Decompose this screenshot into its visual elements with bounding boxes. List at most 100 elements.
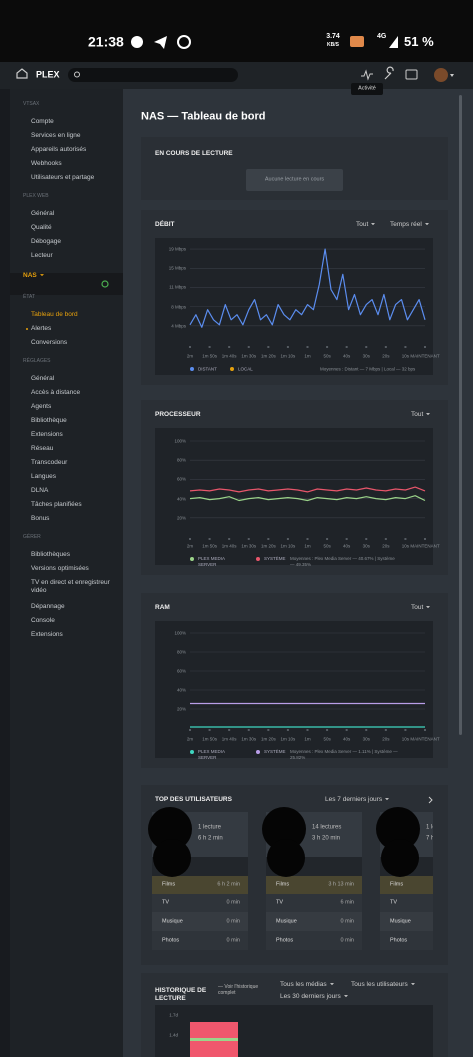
- x-tick: [384, 729, 387, 731]
- nav-item[interactable]: Transcodeur: [31, 459, 68, 467]
- x-tick-label: 40s: [343, 353, 351, 359]
- x-tick: [424, 538, 426, 540]
- net-speed-unit: KB/S: [327, 42, 339, 48]
- server-name[interactable]: NAS: [23, 272, 44, 280]
- x-tick-label: MAINTENANT: [410, 543, 440, 549]
- home-icon[interactable]: [16, 68, 28, 79]
- nav-item[interactable]: Débogage: [31, 238, 61, 246]
- media-type: Photos: [162, 937, 180, 944]
- x-tick-label: 1m 30s: [241, 736, 257, 742]
- chart-filter[interactable]: Tout: [411, 411, 430, 419]
- x-tick-label: 1m 50s: [202, 353, 217, 359]
- chart-footnote: Moyennes : Plex Media Server — 40.67% | …: [290, 556, 395, 567]
- x-tick-label: 40s: [343, 736, 351, 742]
- chart-filter[interactable]: Tout: [411, 604, 430, 612]
- x-tick: [404, 729, 407, 731]
- activity-icon[interactable]: [361, 69, 373, 81]
- chart-filter[interactable]: Temps réel: [390, 221, 429, 229]
- nav-item[interactable]: Tâches planifiées: [31, 501, 82, 509]
- nav-item[interactable]: Appareils autorisés: [31, 146, 87, 154]
- nav-item[interactable]: Bibliothèques: [31, 551, 71, 559]
- x-tick-label: 10s: [401, 353, 410, 359]
- section-title: ÉTAT: [23, 294, 36, 300]
- x-tick: [228, 346, 231, 348]
- x-tick-label: 30s: [362, 543, 370, 549]
- nav-item[interactable]: Alertes: [31, 325, 52, 333]
- nav-item[interactable]: Conversions: [31, 339, 68, 347]
- nav-item[interactable]: Agents: [31, 403, 52, 411]
- next-arrow[interactable]: [428, 796, 433, 804]
- nav-item[interactable]: Extensions: [31, 431, 63, 439]
- nav-item[interactable]: Dépannage: [31, 603, 65, 611]
- history-link[interactable]: — Voir l'historique complet: [218, 984, 259, 996]
- card-title: HISTORIQUE DE LECTURE: [155, 987, 207, 1002]
- nav-item[interactable]: Versions optimisées: [31, 565, 89, 573]
- avatar-blur: [153, 839, 191, 877]
- history-filter[interactable]: Tous les utilisateurs: [351, 981, 415, 989]
- nav-item[interactable]: Console: [31, 617, 55, 625]
- chart-filter[interactable]: Tout: [356, 221, 375, 229]
- x-tick: [286, 729, 289, 731]
- media-type: Musique: [390, 918, 411, 925]
- section-title: VTSAX: [23, 101, 40, 107]
- nav-item[interactable]: Langues: [31, 473, 56, 481]
- x-tick-label: 20s: [382, 543, 390, 549]
- user-row: [380, 876, 433, 894]
- nav-item[interactable]: Utilisateurs et partage: [31, 174, 95, 182]
- search-box[interactable]: [68, 68, 238, 82]
- x-tick: [345, 729, 348, 731]
- logo[interactable]: PLEX: [36, 69, 60, 80]
- legend-dot: [190, 750, 194, 754]
- media-duration: 3 h 13 min: [328, 881, 354, 888]
- play-count: 1 lecture: [426, 824, 433, 831]
- media-duration: 0 min: [340, 918, 354, 925]
- x-tick-label: 1m 30s: [241, 543, 257, 549]
- empty-box: [246, 169, 343, 191]
- section-title: GÉRER: [23, 534, 41, 540]
- x-tick-label: 50s: [323, 543, 331, 549]
- y-tick-label: 20%: [176, 706, 186, 712]
- nav-item[interactable]: Extensions: [31, 631, 63, 639]
- history-filter[interactable]: Les 30 derniers jours: [280, 993, 348, 1001]
- nav-item[interactable]: Lecteur: [31, 252, 53, 260]
- nav-item[interactable]: Bonus: [31, 515, 50, 523]
- x-tick: [384, 346, 387, 348]
- x-tick-label: 1m 50s: [202, 543, 217, 549]
- nav-item[interactable]: Accès à distance: [31, 389, 81, 397]
- nav-item[interactable]: Qualité: [31, 224, 52, 232]
- nav-item[interactable]: Réseau: [31, 445, 54, 453]
- section-title: PLEX WEB: [23, 193, 49, 199]
- x-tick-label: 20s: [382, 353, 390, 359]
- x-tick-label: 1m 20s: [260, 543, 276, 549]
- nav-item[interactable]: Tableau de bord: [31, 311, 78, 319]
- history-filter[interactable]: Tous les médias: [280, 981, 334, 989]
- nav-item[interactable]: Général: [31, 210, 55, 218]
- x-tick: [267, 729, 270, 731]
- nav-item[interactable]: Général: [31, 375, 55, 383]
- nav-item[interactable]: Webhooks: [31, 160, 62, 168]
- media-type: TV: [162, 899, 170, 906]
- messenger-icon: [131, 36, 143, 48]
- avatar[interactable]: [434, 68, 448, 82]
- nav-item[interactable]: Services en ligne: [31, 132, 81, 140]
- nav-item[interactable]: Compte: [31, 118, 54, 126]
- y-tick-label: 80%: [176, 649, 186, 655]
- x-tick-label: 30s: [362, 736, 370, 742]
- period-filter[interactable]: Les 7 derniers jours: [325, 796, 389, 804]
- y-tick-label: 40%: [176, 687, 186, 693]
- x-tick-label: 2m: [186, 353, 194, 359]
- settings-icon[interactable]: [384, 66, 394, 80]
- x-tick: [404, 538, 407, 540]
- y-tick-label: 11 Mbps: [169, 284, 186, 290]
- cast-icon[interactable]: [405, 69, 418, 80]
- legend-label: PLEX MEDIA SERVER: [198, 556, 225, 567]
- x-tick-label: 1m 50s: [202, 736, 217, 742]
- nav-item[interactable]: DLNA: [31, 487, 49, 495]
- media-duration: 0 min: [340, 937, 354, 944]
- x-tick-label: 1m 40s: [221, 736, 237, 742]
- nav-item[interactable]: TV en direct et enregistreur vidéo: [31, 579, 110, 594]
- avatar-blur: [267, 839, 305, 877]
- nav-item[interactable]: Bibliothèque: [31, 417, 67, 425]
- section-title: RÉGLAGES: [23, 358, 51, 364]
